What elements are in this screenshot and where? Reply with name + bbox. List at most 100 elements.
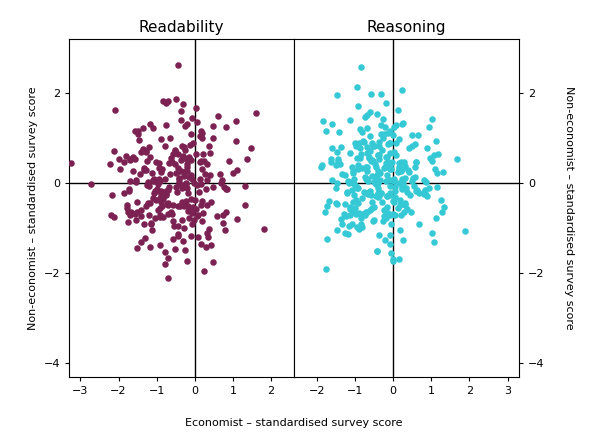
Point (357, 194, 367, 201)
Point (153, 206, 163, 213)
Point (430, 166, 439, 173)
Point (202, 161, 212, 168)
Point (347, 163, 356, 170)
Point (357, 211, 367, 218)
Point (196, 132, 205, 139)
Point (333, 158, 343, 165)
Point (197, 135, 207, 142)
Point (333, 156, 343, 163)
Point (208, 184, 218, 191)
Point (221, 186, 231, 193)
Point (148, 124, 158, 131)
Point (398, 179, 407, 186)
Point (357, 223, 367, 230)
Point (139, 165, 149, 172)
Point (383, 140, 393, 147)
Point (354, 225, 364, 232)
Point (205, 142, 214, 149)
Point (155, 204, 165, 211)
Point (406, 209, 416, 216)
Point (179, 225, 188, 232)
Point (419, 188, 429, 195)
Point (107, 211, 116, 218)
Point (150, 178, 160, 185)
Point (187, 131, 196, 138)
Point (166, 154, 176, 161)
Point (345, 204, 355, 211)
Point (193, 211, 203, 218)
Point (208, 123, 217, 130)
Point (386, 211, 395, 218)
Point (332, 226, 342, 233)
Point (389, 149, 398, 155)
Point (334, 128, 344, 135)
Point (370, 178, 379, 185)
Point (191, 104, 201, 111)
Point (149, 177, 158, 184)
Point (379, 207, 389, 213)
Point (347, 179, 356, 186)
Point (371, 180, 380, 187)
Point (331, 162, 341, 169)
Point (355, 139, 364, 146)
Point (396, 168, 406, 174)
Point (385, 164, 394, 171)
Point (193, 233, 203, 240)
Point (167, 159, 177, 166)
Point (373, 180, 383, 187)
Point (380, 237, 390, 244)
Point (122, 204, 131, 211)
Point (410, 140, 419, 147)
Point (121, 152, 130, 159)
Point (174, 179, 184, 186)
Point (220, 227, 230, 234)
Point (110, 107, 120, 113)
Point (188, 204, 198, 210)
Point (318, 117, 328, 124)
Point (182, 179, 191, 186)
Point (377, 190, 386, 197)
Point (365, 153, 374, 160)
Point (149, 190, 158, 197)
Point (371, 181, 380, 188)
Point (373, 248, 382, 255)
Point (371, 193, 380, 200)
Point (181, 197, 190, 204)
Point (348, 167, 358, 174)
Point (365, 132, 375, 139)
Point (172, 184, 181, 191)
Point (176, 157, 186, 164)
Point (364, 178, 373, 184)
Point (172, 189, 182, 196)
Point (169, 235, 178, 242)
Point (322, 202, 332, 209)
Y-axis label: Non-economist – standardised survey score: Non-economist – standardised survey scor… (28, 86, 38, 330)
Point (125, 212, 135, 219)
Point (182, 184, 192, 191)
Point (155, 160, 164, 167)
Point (365, 147, 375, 154)
Point (360, 210, 370, 216)
Point (178, 184, 187, 191)
Point (374, 143, 383, 150)
Point (163, 98, 173, 105)
Point (381, 154, 391, 161)
Point (156, 187, 166, 194)
Point (146, 219, 155, 226)
Point (403, 188, 412, 195)
Point (394, 205, 403, 212)
Point (355, 145, 364, 152)
Point (190, 180, 199, 187)
Point (356, 215, 366, 222)
Point (138, 145, 148, 152)
Point (150, 214, 160, 221)
Point (362, 163, 371, 170)
Point (154, 176, 163, 183)
Point (395, 180, 404, 187)
Point (131, 216, 140, 223)
Point (178, 101, 188, 108)
Point (424, 123, 434, 130)
Point (187, 233, 196, 239)
Point (356, 63, 365, 70)
Point (366, 191, 376, 198)
